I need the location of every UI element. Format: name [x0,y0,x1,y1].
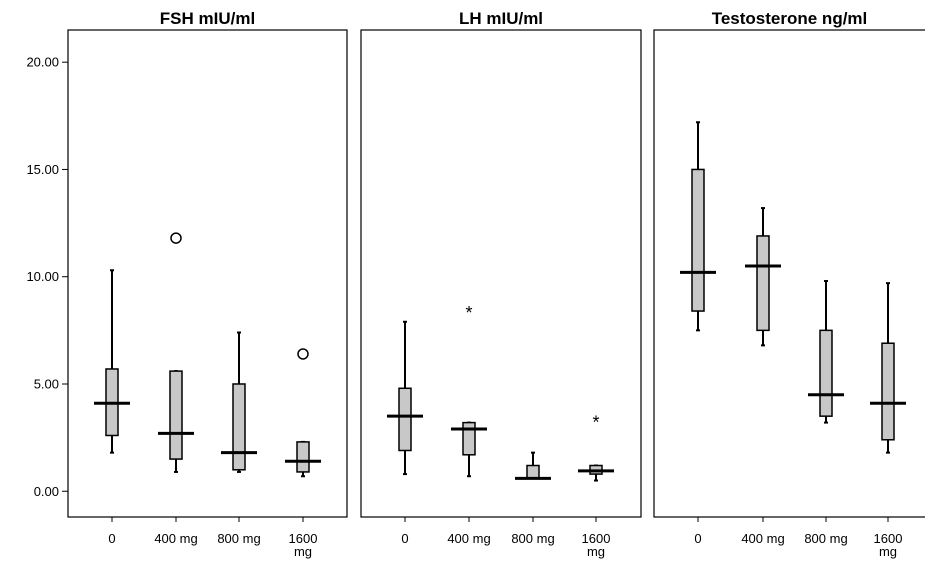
x-tick-label: 400 mg [154,531,197,546]
box-400-mg: 400 mg [154,232,198,546]
panel-frame [67,29,348,518]
outlier-point [170,232,182,244]
panel-title: LH mIU/ml [459,9,543,28]
y-tick-label: 15.00 [26,162,59,177]
x-tick-label: 400 mg [741,531,784,546]
panel-title: FSH mIU/ml [160,9,255,28]
x-tick-label-unit: mg [587,544,605,559]
box [526,464,540,480]
x-tick-label: 0 [108,531,115,546]
extreme-point: * [592,412,599,432]
box-0: 0 [387,320,423,546]
panel-frame [360,29,642,518]
box [296,441,310,473]
box-800-mg: 800 mg [511,451,555,546]
extreme-point: * [465,303,472,323]
box-800-mg: 800 mg [217,331,261,546]
box-0: 0 [94,269,130,546]
x-tick-label: 0 [401,531,408,546]
box [232,383,246,471]
x-tick-label: 1600 [874,531,903,546]
x-tick-label-unit: mg [294,544,312,559]
x-tick-label: 800 mg [511,531,554,546]
box [691,168,705,312]
box [462,421,476,456]
box [881,342,895,441]
box-800-mg: 800 mg [804,280,848,546]
x-tick-label: 400 mg [447,531,490,546]
x-tick-label: 1600 [582,531,611,546]
box [819,329,833,417]
x-tick-label: 800 mg [217,531,260,546]
y-tick-label: 0.00 [34,484,59,499]
y-tick-label: 10.00 [26,269,59,284]
x-tick-label: 1600 [289,531,318,546]
outlier-point [297,348,309,360]
x-tick-label: 0 [694,531,701,546]
x-tick-label: 800 mg [804,531,847,546]
y-tick-label: 5.00 [34,376,59,391]
panel-frame [653,29,925,518]
box [756,235,770,332]
box-400-mg: * 400 mg [447,303,490,546]
y-tick-label: 20.00 [26,55,59,70]
box [398,387,412,452]
box-0: 0 [680,121,716,546]
x-tick-label-unit: mg [879,544,897,559]
panel-title: Testosterone ng/ml [712,9,868,28]
box-400-mg: 400 mg [741,207,785,546]
box [169,370,183,460]
